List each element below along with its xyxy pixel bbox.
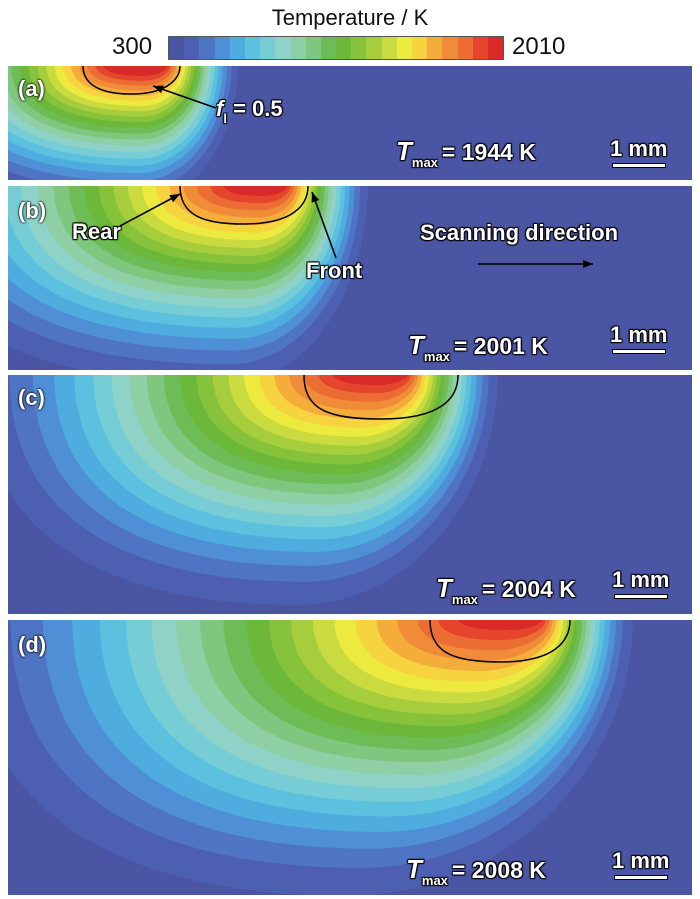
panel-label: (b): [18, 198, 47, 223]
colorbar-segment: [199, 37, 215, 59]
colorbar-segment: [169, 37, 185, 59]
colorbar-segment: [381, 37, 397, 59]
colorbar-segment: [336, 37, 352, 59]
front-arrow: [311, 191, 337, 259]
colorbar-segment: [290, 37, 306, 59]
liquid-fraction-label: fl = 0.5: [216, 96, 283, 126]
contour-band: [458, 620, 543, 630]
panel-c: (c) Tmax = 2004 K 1 mm: [8, 375, 692, 614]
panel-d: (d) Tmax = 2008 K 1 mm: [8, 620, 692, 895]
colorbar-segment: [184, 37, 200, 59]
panel-a: (a) fl = 0.5 Tmax = 1944 K 1 mm: [8, 66, 692, 180]
panel-c-contour-plot: [8, 375, 692, 614]
front-label: Front: [306, 258, 363, 283]
tmax-label: Tmax = 2008 K: [406, 854, 546, 888]
rear-label: Rear: [72, 219, 121, 244]
colorbar-segment: [412, 37, 428, 59]
panel-label: (d): [18, 632, 47, 657]
colorbar-segment: [472, 37, 488, 59]
contour-band: [333, 375, 408, 385]
melt-pool-outline: [179, 186, 309, 225]
colorbar-segment: [487, 37, 504, 59]
colorbar-segment: [396, 37, 412, 59]
tmax-label: Tmax = 1944 K: [396, 136, 536, 170]
colorbar-segment: [229, 37, 245, 59]
contour-band: [103, 66, 168, 76]
colorbar-max-label: 2010: [512, 33, 566, 60]
panel-b-contour-plot: [8, 186, 692, 370]
scale-bar: 1 mm: [610, 136, 667, 168]
scanning-arrow-head: [583, 260, 593, 268]
tmax-label: Tmax = 2004 K: [436, 573, 576, 607]
panel-label: (c): [18, 385, 45, 410]
panel-label: (a): [18, 76, 45, 101]
colorbar-segment: [275, 37, 291, 59]
rear-arrow-head: [169, 194, 180, 203]
colorbar: [168, 36, 504, 60]
panel-d-contour-plot: [8, 620, 692, 895]
scale-bar: 1 mm: [610, 322, 667, 354]
rear-arrow: [119, 193, 181, 227]
contour-band: [223, 186, 288, 196]
colorbar-segment: [244, 37, 261, 59]
colorbar-segment: [214, 37, 230, 59]
colorbar-segment: [366, 37, 382, 59]
melt-pool-outline: [429, 620, 571, 663]
front-arrow-head: [311, 192, 320, 203]
colorbar-segment: [442, 37, 458, 59]
tmax-label: Tmax = 2001 K: [408, 330, 548, 364]
colorbar-segment: [260, 37, 276, 59]
colorbar-segment: [351, 37, 367, 59]
colorbar-segment: [305, 37, 321, 59]
scale-bar: 1 mm: [612, 848, 669, 880]
colorbar-segment: [427, 37, 443, 59]
melt-pool-outline: [82, 66, 181, 95]
colorbar-title: Temperature / K: [271, 5, 429, 30]
panel-b: (b) Rear Front Scanning direction Tmax = …: [8, 186, 692, 370]
colorbar-segment: [457, 37, 473, 59]
fl-arrow-head: [153, 85, 164, 94]
scale-bar: 1 mm: [612, 567, 669, 599]
colorbar-segment: [320, 37, 337, 59]
panel-a-contour-plot: [8, 66, 692, 180]
scanning-direction-label: Scanning direction: [420, 220, 619, 245]
fl-arrow: [152, 85, 217, 109]
melt-pool-outline: [303, 375, 459, 420]
colorbar-min-label: 300: [112, 33, 153, 60]
